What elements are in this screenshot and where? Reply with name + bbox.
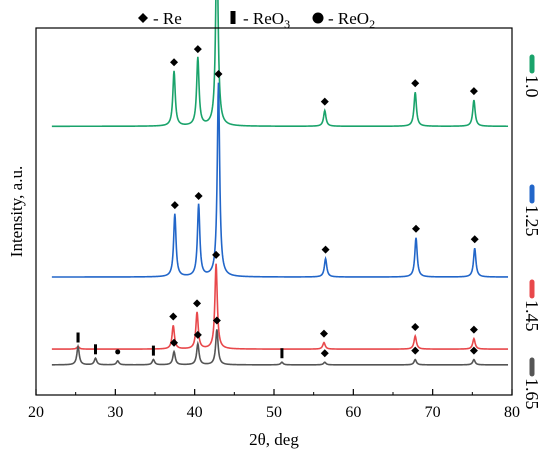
legend-label: 1.45 [522,300,542,332]
top-legend-item: - ReO2 [312,9,375,31]
peak-marker-diamond [411,323,420,332]
peak-marker-diamond [170,58,179,67]
peak-marker-diamond [469,346,478,355]
x-tick-label: 70 [425,404,441,421]
diamond-icon [138,13,148,23]
x-tick-label: 30 [107,404,123,421]
peak-marker-diamond [321,245,330,254]
top-legend-item: - Re [138,9,182,28]
peak-marker-diamond [170,338,179,347]
legend-label: 1.25 [522,205,542,237]
peak-marker-diamond [411,79,420,88]
legend-entry: 1.25 [522,184,542,237]
x-tick-label: 80 [504,404,520,421]
peak-marker-bar [76,332,80,343]
legend-entry: 1.0 [522,54,542,98]
peak-marker-diamond [319,329,328,338]
peak-marker-diamond [170,201,179,210]
x-axis-label: 2θ, deg [249,430,299,449]
peak-marker-circle [115,349,121,355]
peak-marker-diamond [470,235,479,244]
peak-marker-diamond [469,87,478,96]
x-axis: 20 30 40 50 60 70 80 [28,389,520,421]
peak-marker-diamond [320,97,329,106]
peak-markers [76,45,479,359]
series-line [51,263,509,350]
peak-marker-diamond [411,346,420,355]
series-line [51,329,509,366]
peak-marker-diamond [212,250,221,259]
y-axis-label: Intensity, a.u. [7,166,26,257]
series-line [51,0,509,128]
peak-marker-diamond [169,312,178,321]
legend-label: 1.0 [522,75,542,98]
top-legend-label: - ReO3 [243,9,290,31]
peak-marker-bar [94,344,97,355]
top-legend-label: - ReO2 [328,9,375,31]
x-tick-label: 20 [28,404,44,421]
legend-entry: 1.65 [522,357,542,410]
peak-marker-diamond [212,316,221,325]
series-legend: 1.0 1.25 1.45 1.65 [522,54,542,410]
top-legend: - Re - ReO3 - ReO2 [138,9,375,31]
peak-marker-diamond [214,70,223,79]
x-tick-label: 50 [266,404,282,421]
legend-label: 1.65 [522,378,542,410]
peak-marker-diamond [194,191,203,200]
peak-marker-diamond [320,349,329,358]
legend-entry: 1.45 [522,279,542,332]
peak-marker-bar [151,345,155,356]
peak-marker-bar [280,348,284,359]
series-line [51,82,509,278]
plot-frame [35,27,513,396]
peak-marker-diamond [193,330,202,339]
peak-marker-diamond [469,325,478,334]
circle-icon [312,12,324,24]
x-tick-label: 60 [345,404,361,421]
peak-marker-diamond [193,45,202,54]
traces [51,0,509,366]
top-legend-label: - Re [153,9,182,28]
peak-marker-diamond [412,224,421,233]
bar-icon [230,11,236,24]
peak-marker-diamond [193,299,202,308]
top-legend-item: - ReO3 [230,9,290,31]
x-tick-label: 40 [187,404,203,421]
